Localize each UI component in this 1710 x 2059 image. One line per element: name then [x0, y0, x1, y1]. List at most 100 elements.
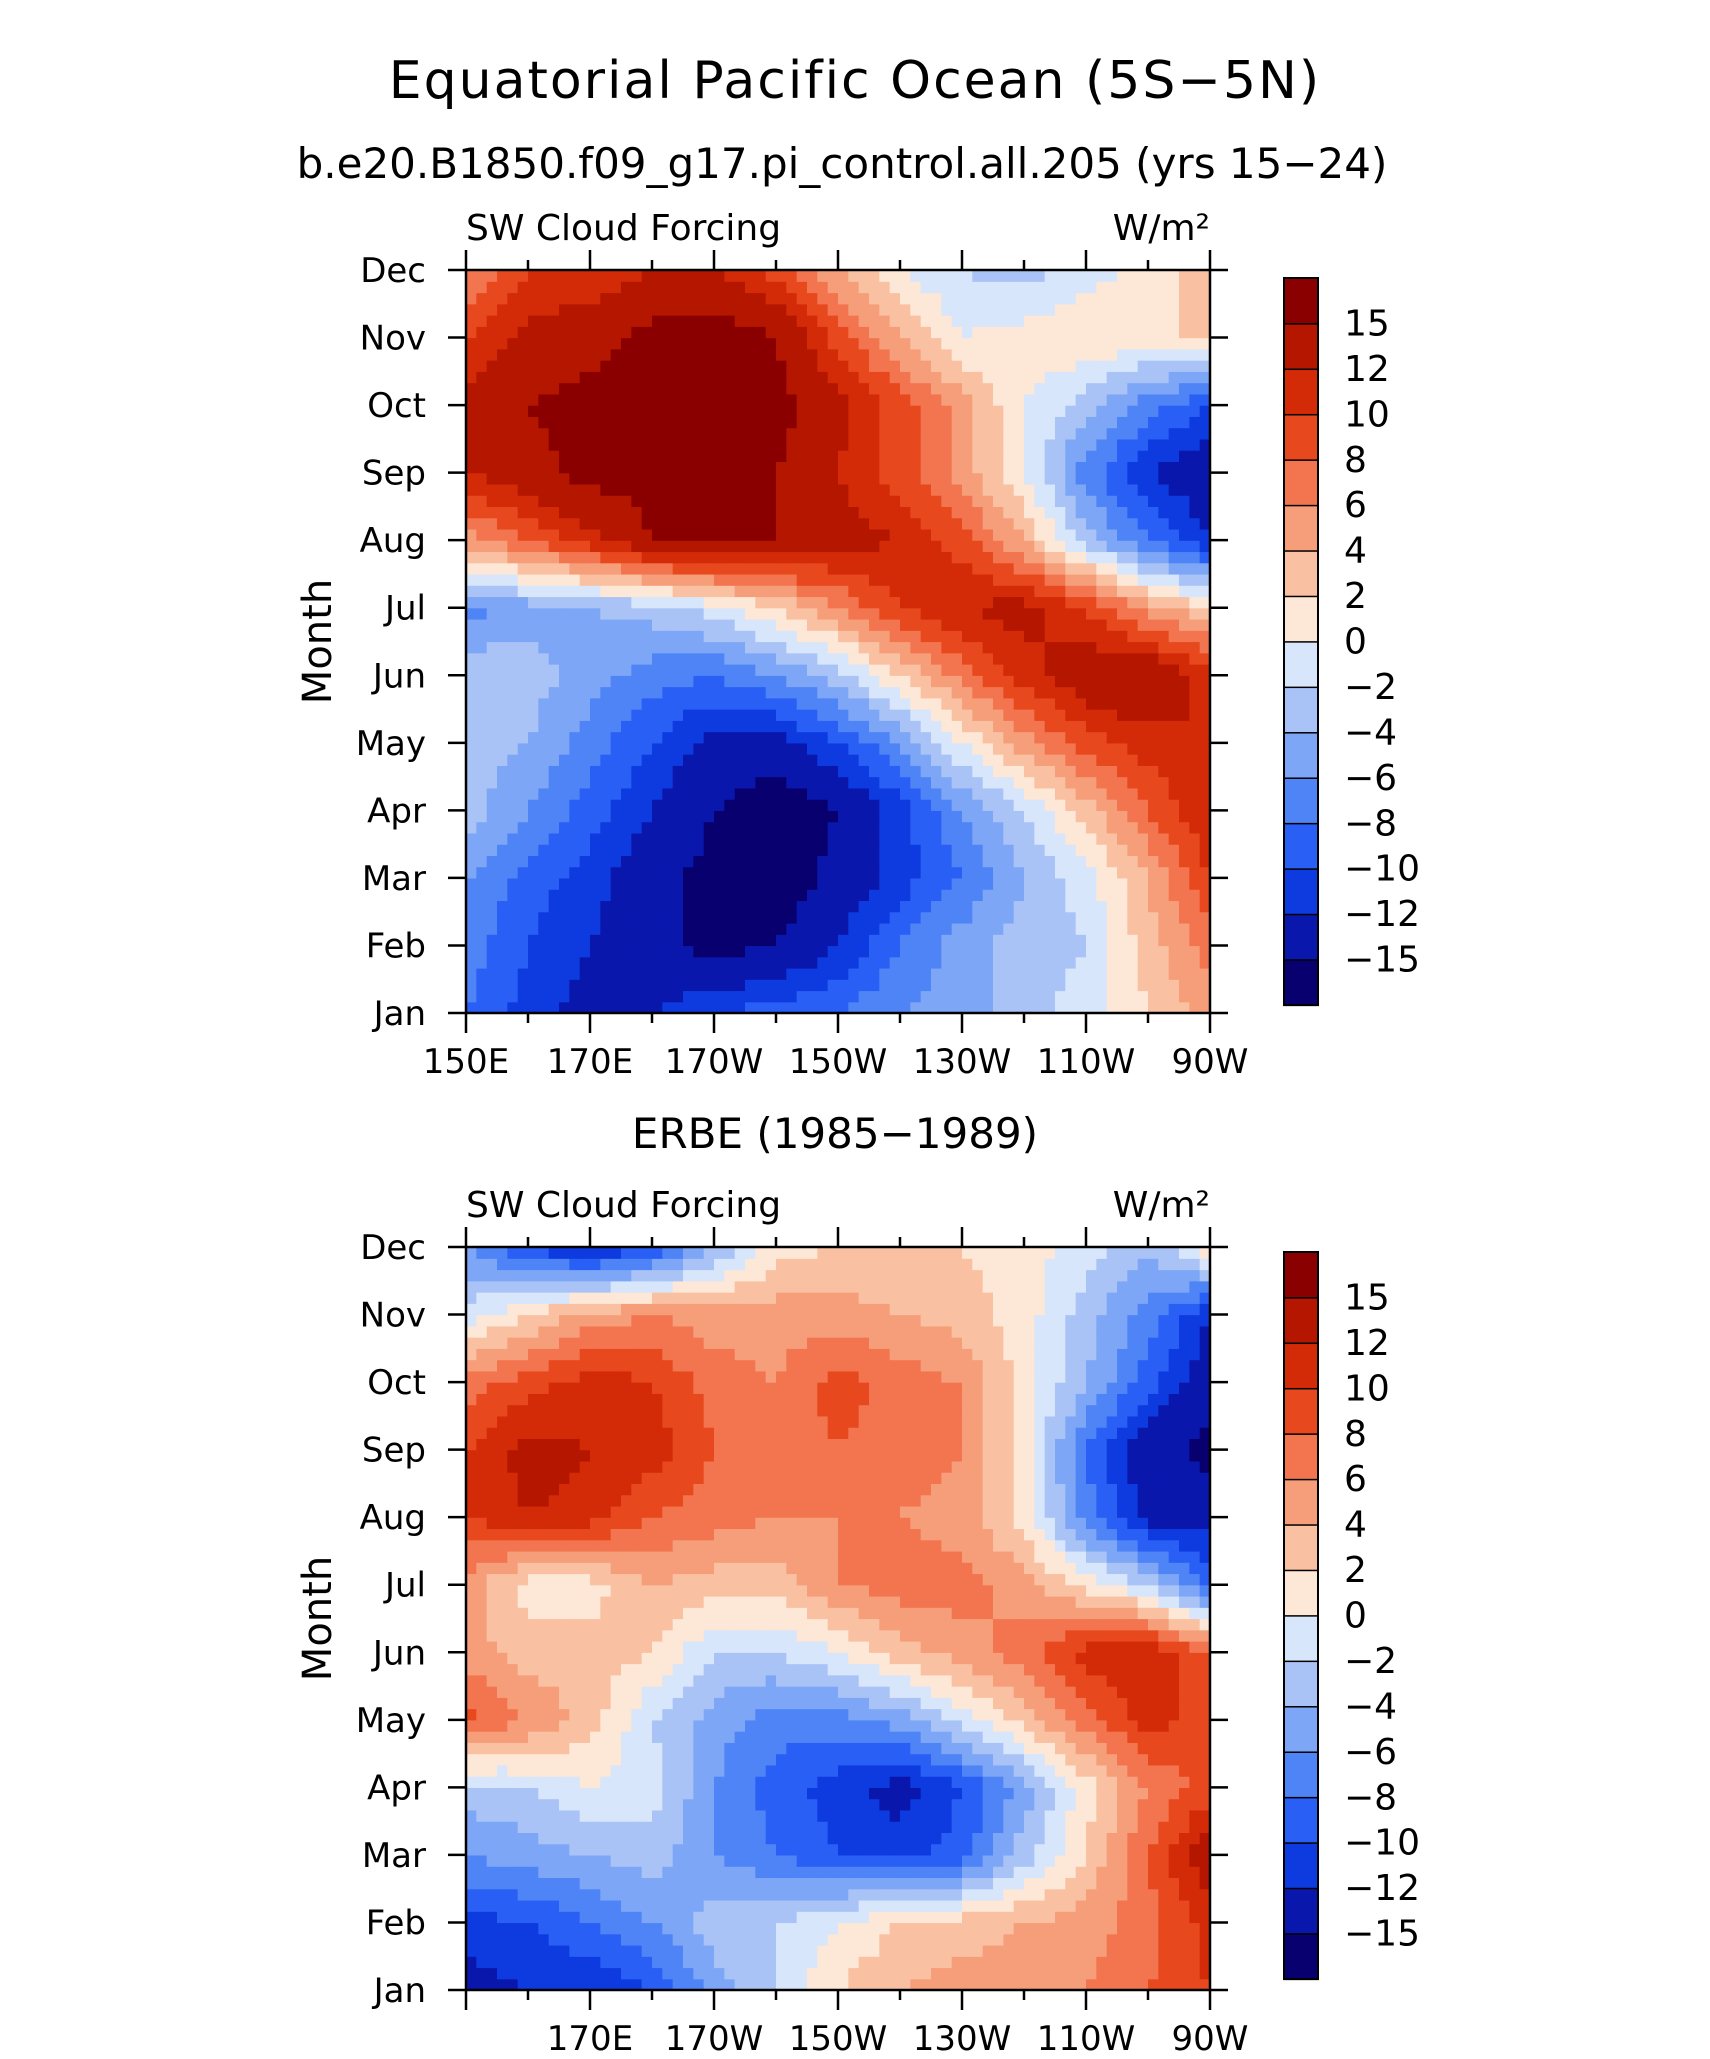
contour-cell [693, 416, 705, 429]
contour-cell [652, 956, 663, 969]
contour-cell [476, 427, 488, 440]
contour-cell [755, 607, 767, 620]
contour-cell [641, 528, 653, 541]
contour-cell [662, 979, 674, 992]
contour-cell [910, 889, 922, 902]
contour-cell [528, 697, 539, 710]
contour-cell [900, 799, 911, 811]
contour-cell [827, 787, 839, 800]
contour-cell [1024, 709, 1035, 721]
contour-cell [631, 641, 643, 654]
contour-cell [672, 596, 684, 609]
contour-cell [962, 742, 973, 755]
contour-cell [476, 731, 488, 744]
contour-cell [1086, 405, 1097, 417]
contour-cell [538, 303, 550, 316]
contour-cell [466, 664, 477, 676]
contour-cell [569, 686, 581, 699]
contour-cell [507, 315, 519, 327]
contour-cell [786, 495, 798, 508]
contour-cell [889, 776, 901, 789]
contour-cell [745, 652, 756, 665]
contour-cell [641, 810, 653, 823]
contour-cell [951, 686, 963, 699]
contour-cell [662, 573, 674, 586]
contour-cell [827, 832, 839, 845]
contour-cell [1137, 889, 1149, 902]
contour-cell [538, 799, 550, 811]
contour-cell [910, 472, 922, 485]
contour-cell [1086, 360, 1097, 372]
contour-cell [652, 281, 663, 294]
contour-cell [1086, 393, 1097, 406]
contour-cell [962, 371, 973, 384]
contour-cell [466, 990, 477, 1003]
contour-cell [476, 360, 488, 372]
contour-cell [1096, 697, 1108, 710]
contour-cell [507, 562, 519, 575]
contour-cell [631, 1978, 643, 1991]
contour-cell [827, 528, 839, 541]
contour-cell [1199, 810, 1211, 823]
contour-cell [559, 573, 570, 586]
contour-cell [579, 540, 591, 553]
contour-cell [755, 483, 767, 496]
contour-cell [962, 866, 973, 879]
contour-cell [755, 900, 767, 913]
contour-cell [507, 754, 519, 766]
contour-cell [538, 776, 550, 789]
contour-cell [910, 416, 922, 429]
contour-cell [1199, 776, 1211, 789]
contour-cell [517, 382, 529, 395]
contour-cell [1137, 934, 1149, 947]
contour-cell [1168, 787, 1180, 800]
contour-cell [1168, 382, 1180, 395]
contour-cell [838, 607, 849, 620]
contour-cell [796, 607, 808, 620]
contour-cell [652, 765, 663, 778]
contour-cell [889, 821, 901, 834]
contour-cell [497, 337, 508, 350]
contour-cell [693, 787, 705, 800]
contour-cell [931, 517, 942, 530]
contour-cell [1096, 641, 1108, 654]
contour-cell [776, 787, 787, 800]
contour-cell [1117, 573, 1128, 586]
contour-cell [827, 664, 839, 676]
contour-cell [486, 979, 498, 992]
contour-cell [858, 765, 870, 778]
contour-cell [951, 720, 963, 733]
contour-cell [1055, 371, 1066, 384]
contour-cell [1003, 337, 1015, 350]
contour-cell [497, 348, 508, 361]
contour-cell [548, 517, 560, 530]
contour-cell [507, 607, 519, 620]
contour-cell [1158, 596, 1170, 609]
contour-cell [1044, 967, 1056, 980]
contour-cell [838, 855, 849, 868]
contour-cell [1065, 315, 1077, 327]
contour-cell [1086, 506, 1097, 519]
contour-cell [517, 810, 529, 823]
contour-cell [941, 382, 953, 395]
contour-cell [1075, 754, 1087, 766]
contour-cell [1096, 799, 1108, 811]
contour-cell [1127, 810, 1139, 823]
contour-cell [1168, 911, 1180, 924]
contour-cell [1003, 844, 1015, 856]
contour-cell [507, 483, 519, 496]
contour-cell [962, 945, 973, 958]
contour-cell [972, 664, 984, 676]
contour-cell [869, 787, 880, 800]
contour-cell [1117, 551, 1128, 564]
contour-cell [1013, 540, 1025, 553]
contour-cell [1055, 281, 1066, 294]
contour-cell [817, 787, 829, 800]
contour-cell [858, 686, 870, 699]
panel-units: W/m² [1113, 208, 1210, 249]
contour-cell [1137, 799, 1149, 811]
contour-cell [796, 472, 808, 485]
contour-cell [1179, 382, 1190, 395]
contour-cell [1044, 630, 1056, 643]
contour-cell [683, 855, 694, 868]
